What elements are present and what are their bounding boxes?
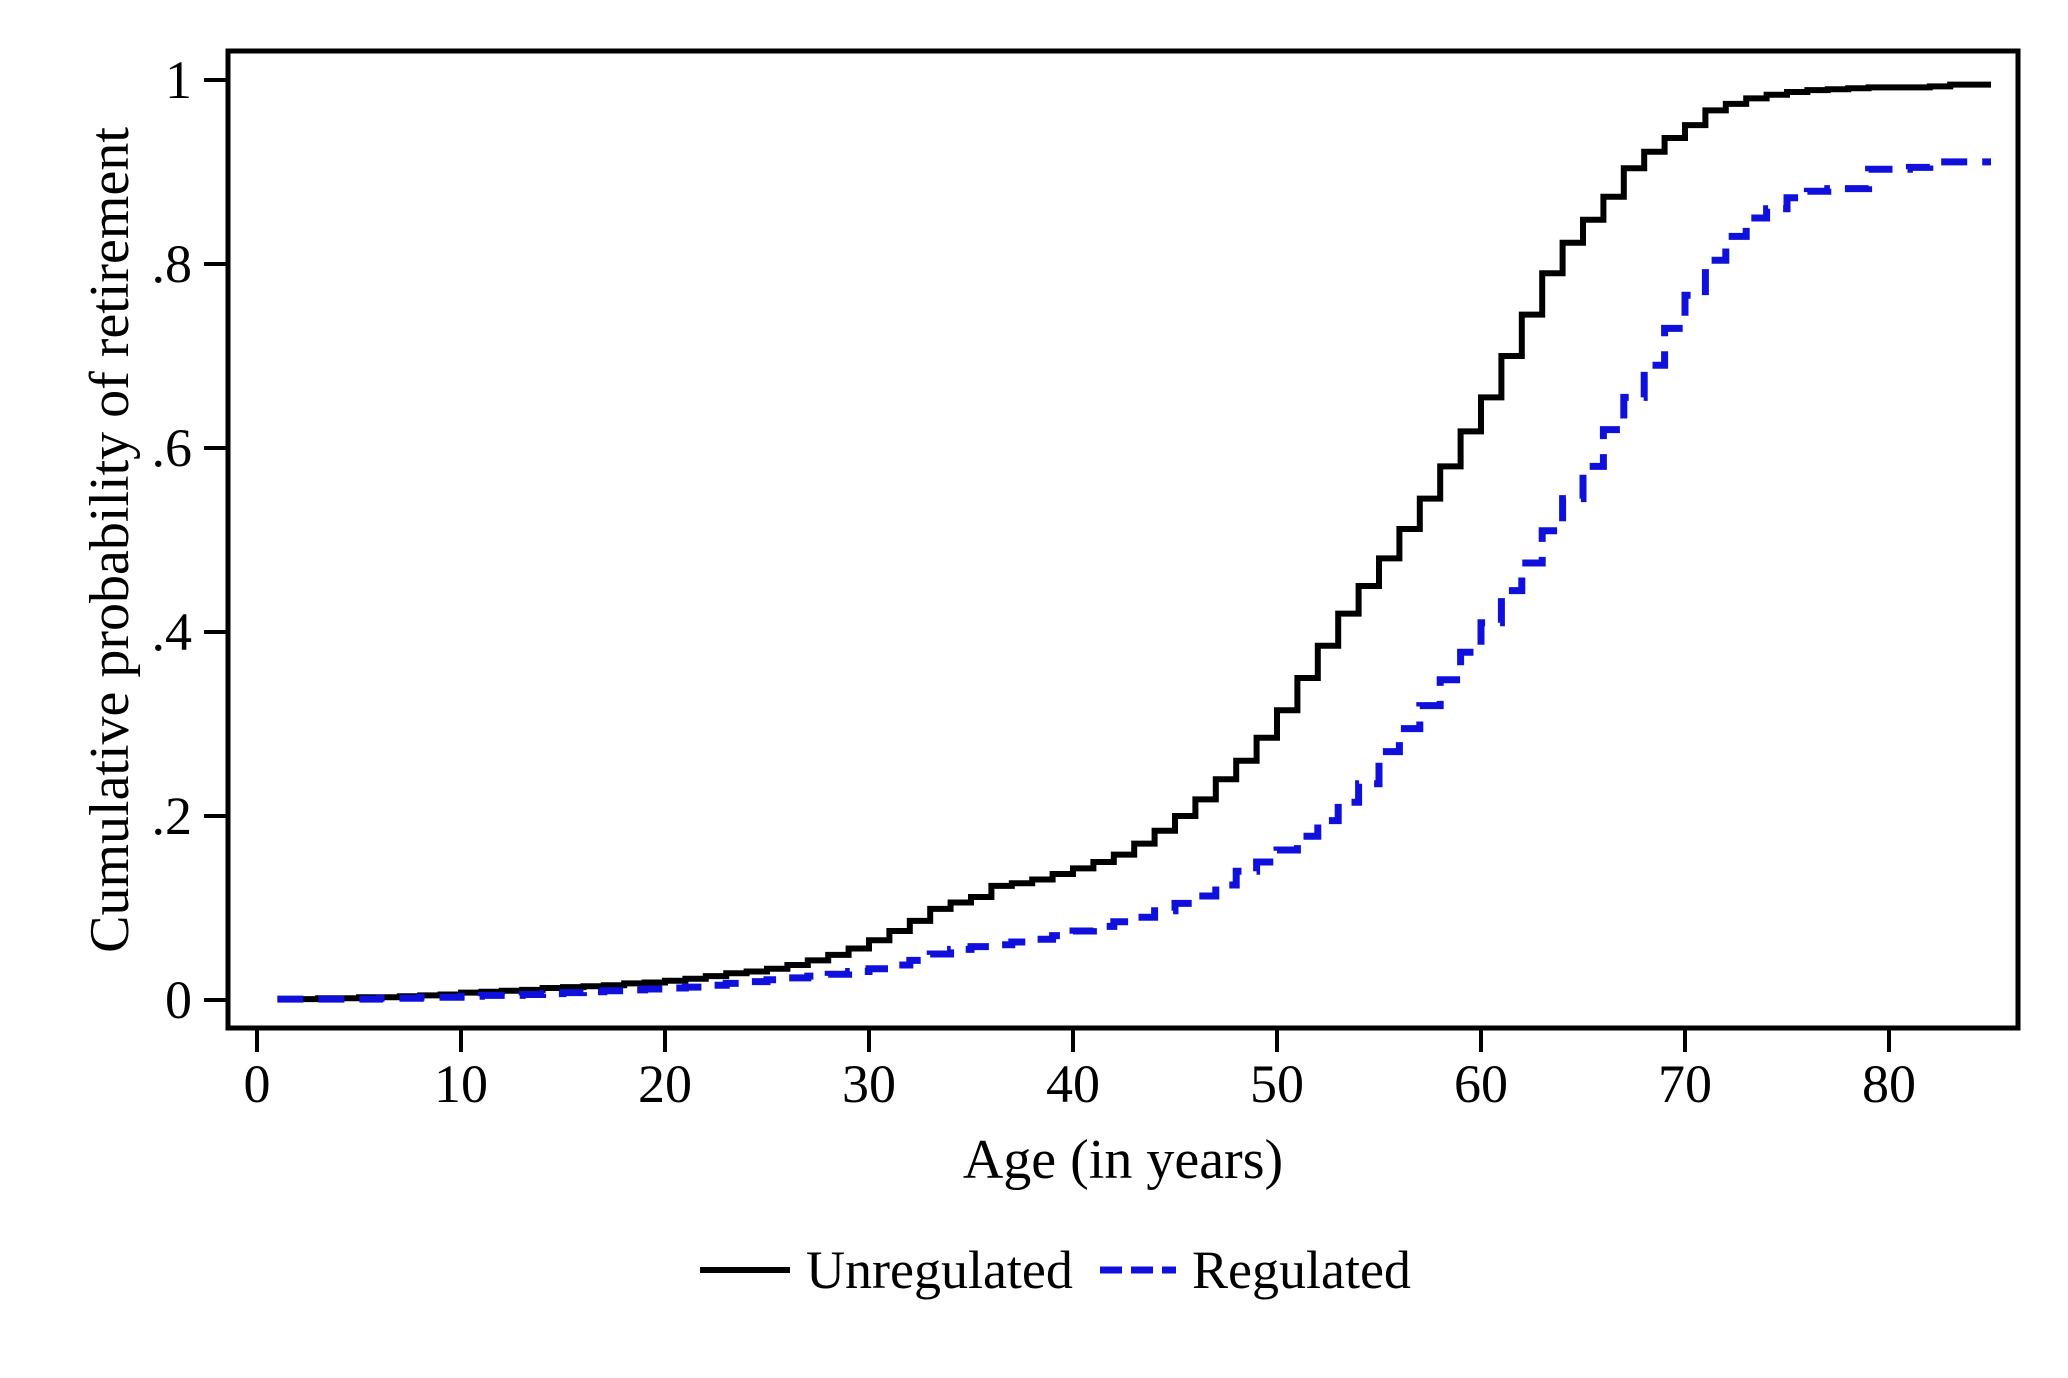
x-tick-label: 70 xyxy=(1658,1054,1712,1114)
x-tick-label: 30 xyxy=(842,1054,896,1114)
series-regulated-line xyxy=(277,158,1991,1003)
series-unregulated-line xyxy=(277,81,1991,1003)
y-axis-title: Cumulative probability of retirement xyxy=(79,127,141,953)
y-tick-label: .8 xyxy=(152,234,193,294)
legend-label-unregulated: Unregulated xyxy=(806,1240,1073,1300)
x-tick-label: 60 xyxy=(1454,1054,1508,1114)
x-tick-label: 50 xyxy=(1250,1054,1304,1114)
x-tick-label: 0 xyxy=(244,1054,271,1114)
x-tick-label: 20 xyxy=(638,1054,692,1114)
y-tick-label: 1 xyxy=(165,50,192,110)
plot-area-border xyxy=(225,48,2021,1031)
y-tick-label: .2 xyxy=(152,786,193,846)
legend: Unregulated Regulated xyxy=(700,1240,1411,1300)
y-tick-label: .4 xyxy=(152,602,193,662)
x-axis-title: Age (in years) xyxy=(963,1129,1283,1191)
x-tick-label: 80 xyxy=(1862,1054,1916,1114)
plot-dynamic-layer: 0 10 20 30 40 50 60 70 80 0 .2 .4 .6 .8 1 xyxy=(152,50,1991,1114)
y-tick-label: .6 xyxy=(152,418,193,478)
x-tick-label: 40 xyxy=(1046,1054,1100,1114)
x-tick-label: 10 xyxy=(434,1054,488,1114)
y-tick-label: 0 xyxy=(165,970,192,1030)
legend-label-regulated: Regulated xyxy=(1192,1240,1411,1300)
